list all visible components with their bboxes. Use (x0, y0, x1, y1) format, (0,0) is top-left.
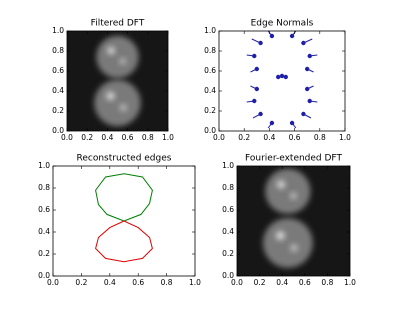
chart-title: Reconstructed edges (77, 154, 172, 164)
blob (96, 35, 139, 79)
y-tick-label: 0.0 (204, 126, 216, 135)
y-tick-label: 0.0 (52, 126, 64, 135)
point (258, 40, 263, 46)
x-tick-label: 0.2 (81, 133, 93, 142)
line (95, 220, 153, 263)
y-tick-label: 0.8 (204, 46, 216, 55)
x-tick-label: 0.0 (61, 133, 73, 142)
point (305, 66, 310, 72)
x-tick-label: 0.4 (276, 278, 288, 287)
chart-title: Filtered DFT (91, 19, 145, 29)
point (252, 98, 257, 104)
point (283, 74, 288, 80)
x-tick-label: 0.8 (314, 133, 326, 142)
image (237, 166, 350, 276)
chart-title: Fourier-extended DFT (245, 154, 342, 164)
image (67, 31, 168, 131)
axes-frame (218, 30, 346, 132)
y-tick-label: 0.0 (222, 271, 234, 280)
y-tick-label: 0.4 (38, 227, 50, 236)
y-tick-label: 0.6 (52, 66, 64, 75)
point (305, 86, 310, 92)
point (258, 111, 263, 117)
subplot: 0.0 0.2 0.4 0.6 0.8 1.0 0.0 0.2 0.4 0.6 0.8 1.0 Filt… (52, 19, 174, 143)
x-tick-label: 1.0 (339, 133, 351, 142)
x-tick-label: 0.6 (122, 133, 134, 142)
x-tick-label: 0.2 (75, 278, 87, 287)
point (252, 53, 257, 59)
y-tick-label: 0.2 (52, 106, 64, 115)
x-tick-label: 0.8 (321, 278, 333, 287)
point (301, 111, 306, 117)
x-tick-label: 0.0 (231, 278, 243, 287)
point (269, 120, 275, 126)
blob-spot (106, 91, 115, 101)
x-tick-label: 0.8 (142, 133, 154, 142)
blob (265, 168, 311, 214)
y-tick-label: 0.4 (204, 86, 216, 95)
blob-spot (290, 192, 297, 200)
blob-spot (119, 104, 127, 112)
point (307, 53, 312, 59)
point (279, 73, 285, 79)
x-tick-label: 0.4 (263, 133, 275, 142)
y-tick-label: 0.6 (38, 205, 50, 214)
y-tick-label: 0.6 (222, 205, 234, 214)
x-tick-label: 0.2 (254, 278, 266, 287)
point (276, 74, 281, 80)
x-tick-label: 0.2 (238, 133, 250, 142)
x-tick-label: 1.0 (344, 278, 356, 287)
axes-frame (52, 165, 196, 277)
x-tick-label: 0.6 (132, 278, 144, 287)
x-tick-label: 0.8 (161, 278, 173, 287)
point (269, 33, 275, 39)
blob (262, 218, 313, 268)
blob-spot (277, 180, 286, 189)
point (254, 86, 259, 92)
y-tick-label: 0.0 (38, 271, 50, 280)
y-tick-label: 1.0 (38, 161, 50, 170)
subplot: 0.0 0.2 0.4 0.6 0.8 1.0 0.0 0.2 0.4 0.6 0.8 1.0 Reco… (38, 154, 201, 288)
y-tick-label: 1.0 (204, 26, 216, 35)
point (254, 66, 259, 72)
subplot: 0.0 0.2 0.4 0.6 0.8 1.0 0.0 0.2 0.4 0.6 0.8 1.0 Edge… (204, 19, 351, 143)
subplot: 0.0 0.2 0.4 0.6 0.8 1.0 0.0 0.2 0.4 0.6 0.8 1.0 Four… (222, 154, 356, 288)
chart-title: Edge Normals (251, 19, 314, 29)
x-tick-label: 0.0 (47, 278, 59, 287)
y-tick-label: 0.6 (204, 66, 216, 75)
y-tick-label: 0.4 (52, 86, 64, 95)
blob-spot (107, 46, 115, 55)
point (301, 40, 306, 46)
blob-spot (290, 244, 298, 252)
point (307, 98, 312, 104)
x-tick-label: 1.0 (189, 278, 201, 287)
y-tick-label: 1.0 (52, 26, 64, 35)
y-tick-label: 0.8 (52, 46, 64, 55)
blob-spot (275, 231, 285, 241)
y-tick-label: 0.4 (222, 227, 234, 236)
x-tick-label: 0.0 (213, 133, 225, 142)
blob (94, 79, 141, 127)
x-tick-label: 1.0 (162, 133, 174, 142)
point (289, 120, 295, 126)
axes-frame (236, 165, 351, 277)
y-tick-label: 1.0 (222, 161, 234, 170)
y-tick-label: 0.2 (38, 249, 50, 258)
y-tick-label: 0.8 (222, 183, 234, 192)
y-tick-label: 0.8 (38, 183, 50, 192)
line (95, 173, 153, 222)
y-tick-label: 0.2 (204, 106, 216, 115)
x-tick-label: 0.6 (299, 278, 311, 287)
x-tick-label: 0.6 (289, 133, 301, 142)
point (289, 33, 295, 39)
blob-spot (119, 58, 126, 65)
x-tick-label: 0.4 (101, 133, 113, 142)
x-tick-label: 0.4 (104, 278, 116, 287)
y-tick-label: 0.2 (222, 249, 234, 258)
axes-frame (66, 30, 169, 132)
